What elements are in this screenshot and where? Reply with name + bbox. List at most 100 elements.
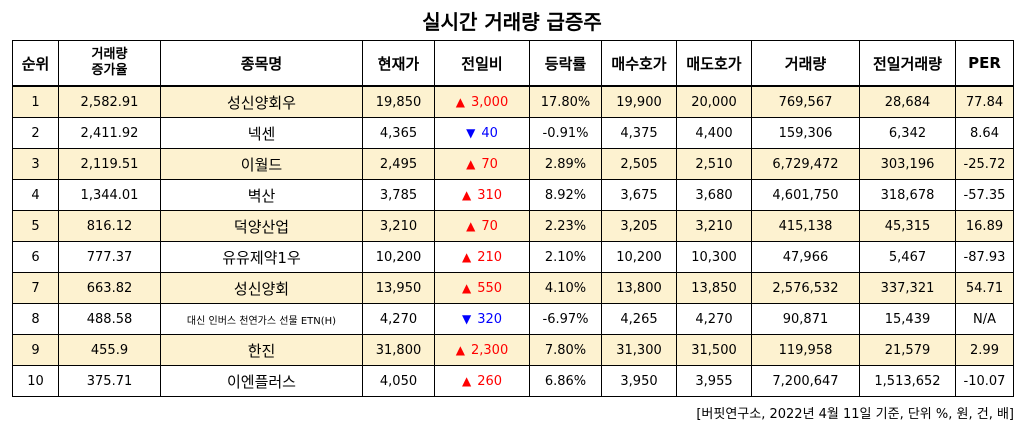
cell-name: 넥센 (160, 117, 363, 149)
header-per: PER (955, 40, 1014, 87)
cell-change: ▲ 2,300 (434, 334, 530, 366)
cell-rate: 663.82 (58, 272, 161, 304)
table-row: 3 2,119.51 이월드 2,495 ▲ 70 2.89% 2,505 2,510 6,729… (12, 148, 1014, 180)
cell-rate: 2,119.51 (58, 148, 161, 180)
cell-pct: 4.10% (529, 272, 602, 304)
cell-name: 유유제약1우 (160, 241, 363, 273)
cell-volume: 159,306 (751, 117, 860, 149)
cell-prev-volume: 45,315 (859, 210, 956, 242)
cell-name: 성신양회 (160, 272, 363, 304)
change-value: 260 (477, 373, 503, 389)
cell-price: 4,050 (362, 365, 435, 397)
cell-rank: 4 (12, 179, 59, 211)
cell-name: 덕양산업 (160, 210, 363, 242)
table-row: 6 777.37 유유제약1우 10,200 ▲ 210 2.10% 10,200 10,300… (12, 241, 1014, 273)
volume-surge-table: 순위 거래량 증가율 종목명 현재가 전일비 등락률 매수호가 매도호가 거래량… (12, 40, 1014, 397)
cell-name: 성신양회우 (160, 85, 363, 118)
table-row: 1 2,582.91 성신양회우 19,850 ▲ 3,000 17.80% 19,900 20… (12, 85, 1014, 118)
cell-per: -25.72 (955, 148, 1014, 180)
cell-change: ▲ 210 (434, 241, 530, 273)
cell-ask: 20,000 (676, 85, 752, 118)
cell-rank: 9 (12, 334, 59, 366)
header-current-price: 현재가 (362, 40, 435, 87)
cell-rate: 375.71 (58, 365, 161, 397)
cell-price: 3,210 (362, 210, 435, 242)
cell-change: ▲ 70 (434, 210, 530, 242)
cell-pct: -0.91% (529, 117, 602, 149)
header-ask-price: 매도호가 (676, 40, 752, 87)
table-title: 실시간 거래량 급증주 (422, 10, 602, 34)
cell-price: 2,495 (362, 148, 435, 180)
cell-ask: 4,400 (676, 117, 752, 149)
cell-volume: 90,871 (751, 303, 860, 335)
cell-ask: 10,300 (676, 241, 752, 273)
cell-bid: 2,505 (601, 148, 677, 180)
cell-volume: 7,200,647 (751, 365, 860, 397)
cell-ask: 3,680 (676, 179, 752, 211)
cell-ask: 2,510 (676, 148, 752, 180)
table-row: 8 488.58 대신 인버스 천연가스 선물 ETN(H) 4,270 ▼ 320 -6.… (12, 303, 1014, 335)
cell-rate: 2,582.91 (58, 85, 161, 118)
cell-rank: 10 (12, 365, 59, 397)
cell-pct: 6.86% (529, 365, 602, 397)
cell-rank: 8 (12, 303, 59, 335)
cell-change: ▲ 310 (434, 179, 530, 211)
cell-bid: 10,200 (601, 241, 677, 273)
cell-price: 31,800 (362, 334, 435, 366)
cell-bid: 4,265 (601, 303, 677, 335)
up-arrow-icon: ▲ (466, 156, 476, 171)
cell-rate: 2,411.92 (58, 117, 161, 149)
change-value: 40 (481, 125, 498, 141)
change-value: 70 (481, 218, 498, 234)
header-volume-increase-rate-label: 거래량 증가율 (91, 47, 128, 78)
cell-change: ▲ 260 (434, 365, 530, 397)
cell-pct: 7.80% (529, 334, 602, 366)
cell-bid: 3,675 (601, 179, 677, 211)
cell-volume: 415,138 (751, 210, 860, 242)
up-arrow-icon: ▲ (461, 280, 472, 295)
change-value: 550 (477, 280, 503, 296)
cell-price: 3,785 (362, 179, 435, 211)
header-change-rate: 등락률 (529, 40, 602, 87)
table-row: 5 816.12 덕양산업 3,210 ▲ 70 2.23% 3,205 3,210 415,13… (12, 210, 1014, 242)
cell-name: 벽산 (160, 179, 363, 211)
cell-per: -57.35 (955, 179, 1014, 211)
cell-prev-volume: 6,342 (859, 117, 956, 149)
header-change: 전일비 (434, 40, 530, 87)
cell-volume: 769,567 (751, 85, 860, 118)
cell-rank: 7 (12, 272, 59, 304)
cell-prev-volume: 21,579 (859, 334, 956, 366)
cell-bid: 13,800 (601, 272, 677, 304)
cell-rate: 816.12 (58, 210, 161, 242)
cell-bid: 4,375 (601, 117, 677, 149)
cell-volume: 6,729,472 (751, 148, 860, 180)
table-row: 9 455.9 한진 31,800 ▲ 2,300 7.80% 31,300 31,500 119… (12, 334, 1014, 366)
down-arrow-icon: ▼ (466, 125, 476, 140)
cell-per: -87.93 (955, 241, 1014, 273)
cell-name: 한진 (160, 334, 363, 366)
cell-change: ▼ 320 (434, 303, 530, 335)
cell-bid: 3,205 (601, 210, 677, 242)
cell-rate: 488.58 (58, 303, 161, 335)
table-row: 2 2,411.92 넥센 4,365 ▼ 40 -0.91% 4,375 4,400 159,3… (12, 117, 1014, 149)
cell-per: 2.99 (955, 334, 1014, 366)
change-value: 320 (477, 311, 503, 327)
up-arrow-icon: ▲ (461, 187, 472, 202)
cell-volume: 47,966 (751, 241, 860, 273)
source-note: [버핏연구소, 2022년 4월 11일 기준, 단위 %, 원, 건, 배] (696, 407, 1014, 422)
cell-pct: -6.97% (529, 303, 602, 335)
cell-change: ▼ 40 (434, 117, 530, 149)
up-arrow-icon: ▲ (455, 94, 465, 109)
cell-price: 19,850 (362, 85, 435, 118)
cell-volume: 119,958 (751, 334, 860, 366)
cell-prev-volume: 28,684 (859, 85, 956, 118)
cell-ask: 3,955 (676, 365, 752, 397)
cell-price: 4,365 (362, 117, 435, 149)
cell-prev-volume: 318,678 (859, 179, 956, 211)
cell-bid: 3,950 (601, 365, 677, 397)
cell-bid: 19,900 (601, 85, 677, 118)
cell-change: ▲ 550 (434, 272, 530, 304)
table-row: 10 375.71 이엔플러스 4,050 ▲ 260 6.86% 3,950 3,955 7,2… (12, 365, 1014, 397)
cell-prev-volume: 1,513,652 (859, 365, 956, 397)
cell-change: ▲ 70 (434, 148, 530, 180)
